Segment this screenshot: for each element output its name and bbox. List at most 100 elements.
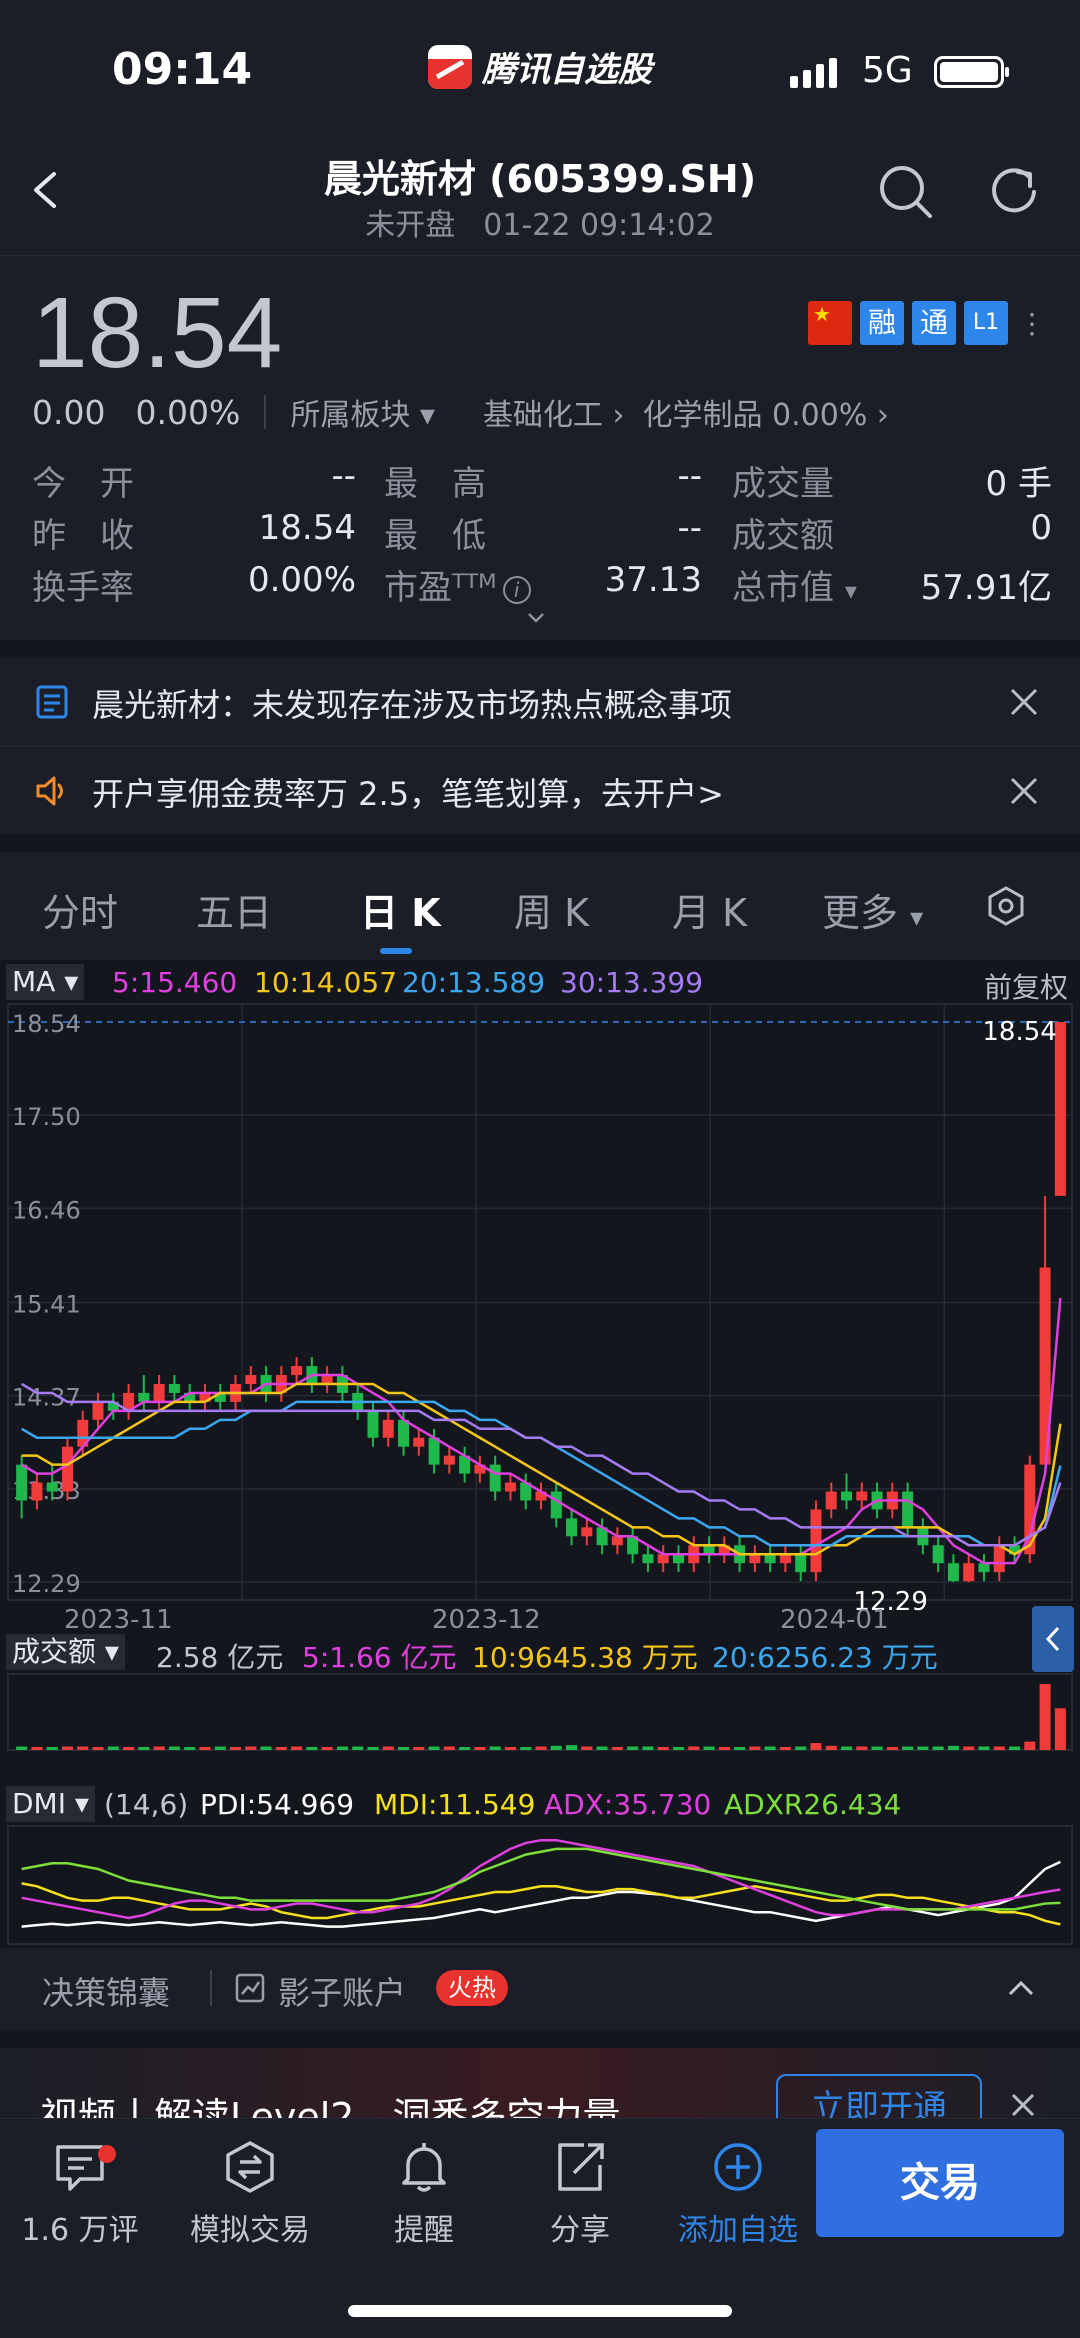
stats-row: 换手率 0.00% 市盈ᵀᵀᴹ i 37.13 总市值 ▾ 57.91亿 bbox=[32, 560, 1052, 612]
share-button[interactable]: 分享 bbox=[500, 2137, 660, 2249]
promo-banner[interactable]: 视频丨解读Level2，洞悉多空力量 立即开通 bbox=[0, 2048, 1080, 2118]
notice-hotspot[interactable]: 晨光新材：未发现存在涉及市场热点概念事项 bbox=[0, 658, 1080, 746]
sector-dropdown[interactable]: 所属板块 ▾ bbox=[290, 398, 435, 433]
candle-body bbox=[16, 1464, 28, 1501]
dmi-legend: DMI ▾ (14,6) PDI:54.969 MDI:11.549 ADX:3… bbox=[0, 1786, 1080, 1826]
candle-body bbox=[1039, 1267, 1051, 1465]
volume-bar bbox=[841, 1746, 853, 1750]
volume-bar bbox=[16, 1746, 28, 1750]
tab-daily-k[interactable]: 日 K bbox=[360, 891, 441, 935]
candle-body bbox=[107, 1401, 119, 1411]
more-dots-icon[interactable]: ⋮ bbox=[1018, 306, 1046, 340]
tab-monthly-k[interactable]: 月 K bbox=[672, 891, 747, 935]
vol20-label: 20: bbox=[712, 1641, 758, 1674]
notice-account[interactable]: 开户享佣金费率万 2.5，笔笔划算，去开户> bbox=[0, 746, 1080, 834]
tab-intraday[interactable]: 分时 bbox=[42, 891, 119, 935]
tag-connect[interactable]: 通 bbox=[912, 301, 956, 345]
volume-bar bbox=[566, 1745, 578, 1750]
info-icon[interactable]: i bbox=[502, 575, 531, 604]
stat-label: 最 高 bbox=[384, 464, 486, 504]
vol20-value: 6256.23 万元 bbox=[757, 1641, 938, 1674]
signal-icon bbox=[790, 58, 837, 88]
volume-bar bbox=[291, 1746, 303, 1750]
ma30-value: 13.399 bbox=[605, 966, 704, 999]
stat-value: 37.13 bbox=[604, 560, 702, 600]
volume-bar bbox=[550, 1745, 562, 1750]
ma-selector[interactable]: MA ▾ bbox=[6, 964, 85, 1000]
candle-body bbox=[199, 1392, 211, 1402]
dmi-selector[interactable]: DMI ▾ bbox=[6, 1786, 95, 1822]
decision-kit-link[interactable]: 决策锦囊 bbox=[42, 1974, 171, 2012]
close-icon[interactable] bbox=[1010, 2092, 1036, 2118]
china-flag-icon bbox=[808, 301, 852, 345]
swap-icon bbox=[226, 2141, 274, 2193]
activate-now-button[interactable]: 立即开通 bbox=[776, 2074, 982, 2118]
candle-body bbox=[61, 1446, 73, 1492]
candle-body bbox=[153, 1383, 165, 1402]
kline-chart[interactable]: MA ▾ 5:15.460 10:14.057 20:13.589 30:13.… bbox=[0, 960, 1080, 1950]
alert-button[interactable]: 提醒 bbox=[344, 2137, 504, 2249]
tag-margin[interactable]: 融 bbox=[860, 301, 904, 345]
industry-link[interactable]: 基础化工 › bbox=[482, 398, 625, 433]
volume-bar bbox=[443, 1746, 455, 1750]
candle-body bbox=[46, 1482, 58, 1492]
back-icon[interactable] bbox=[26, 170, 66, 210]
candle-body bbox=[1009, 1545, 1021, 1555]
decision-bar: 决策锦囊 影子账户 火热 bbox=[0, 1948, 1080, 2030]
volume-bar bbox=[795, 1746, 807, 1750]
ma5-label: 5: bbox=[112, 966, 140, 999]
stats-grid: 今 开 -- 最 高 -- 成交量 0 手 昨 收 18.54 最 低 -- 成… bbox=[32, 456, 1052, 612]
candle-body bbox=[1054, 1022, 1066, 1196]
volume-bar bbox=[382, 1746, 394, 1750]
sub-industry-link[interactable]: 化学制品 0.00% › bbox=[642, 398, 889, 433]
comments-button[interactable]: 1.6 万评 bbox=[0, 2137, 160, 2249]
adjust-mode[interactable]: 前复权 bbox=[983, 971, 1068, 1004]
adxr-line bbox=[21, 1847, 1061, 1911]
stat-value: -- bbox=[677, 508, 702, 548]
paper-trading-button[interactable]: 模拟交易 bbox=[170, 2137, 330, 2249]
quote-panel: 18.54 融 通 L1 ⋮ 0.00 0.00% 所属板块 ▾ 基础化工 › … bbox=[0, 255, 1080, 640]
active-tab-indicator bbox=[380, 948, 412, 954]
volume-selector[interactable]: 成交额 ▾ bbox=[6, 1634, 125, 1670]
chevron-up-icon[interactable] bbox=[1006, 1978, 1036, 1998]
candle-body bbox=[718, 1545, 730, 1555]
paper-trading-label: 模拟交易 bbox=[190, 2213, 310, 2248]
app-brand: 腾讯自选股 bbox=[428, 42, 652, 91]
settings-icon[interactable] bbox=[986, 886, 1026, 926]
candle-body bbox=[810, 1509, 822, 1573]
search-icon[interactable] bbox=[876, 162, 936, 222]
candle-body bbox=[550, 1491, 562, 1519]
chevron-down-icon[interactable] bbox=[526, 608, 546, 628]
candle-body bbox=[779, 1554, 791, 1564]
close-icon[interactable] bbox=[1008, 775, 1040, 807]
hot-badge: 火热 bbox=[436, 1970, 508, 2006]
volume-bar bbox=[856, 1746, 868, 1750]
refresh-icon[interactable] bbox=[986, 162, 1046, 222]
tab-more[interactable]: 更多 ▾ bbox=[822, 891, 924, 935]
trade-button[interactable]: 交易 bbox=[816, 2129, 1064, 2237]
candle-body bbox=[382, 1419, 394, 1438]
tab-weekly-k[interactable]: 周 K bbox=[514, 891, 589, 935]
candle-body bbox=[535, 1491, 547, 1501]
volume-bar bbox=[61, 1746, 73, 1750]
tag-level1[interactable]: L1 bbox=[964, 301, 1008, 345]
ma10-label: 10: bbox=[254, 966, 300, 999]
chevron-left-icon bbox=[1045, 1626, 1060, 1652]
notice-text: 晨光新材：未发现存在涉及市场热点概念事项 bbox=[92, 686, 733, 724]
close-icon[interactable] bbox=[1008, 686, 1040, 718]
mdi-label: MDI: bbox=[374, 1788, 438, 1821]
pe-ttm-label[interactable]: 市盈ᵀᵀᴹ i bbox=[384, 560, 531, 609]
candle-body bbox=[825, 1491, 837, 1510]
collapse-panel-button[interactable] bbox=[1032, 1606, 1074, 1672]
volume-bar bbox=[46, 1747, 58, 1750]
tab-five-day[interactable]: 五日 bbox=[196, 891, 273, 935]
volume-bar bbox=[703, 1746, 715, 1750]
candle-body bbox=[459, 1455, 471, 1474]
volume-bar bbox=[596, 1746, 608, 1750]
volume-bar bbox=[77, 1746, 89, 1750]
market-cap-dropdown[interactable]: 总市值 ▾ bbox=[732, 568, 857, 608]
add-watchlist-button[interactable]: 添加自选 bbox=[658, 2137, 818, 2249]
candle-body bbox=[489, 1464, 501, 1492]
shadow-account-link[interactable]: 影子账户 bbox=[278, 1974, 407, 2012]
plus-circle-icon bbox=[714, 2143, 762, 2191]
